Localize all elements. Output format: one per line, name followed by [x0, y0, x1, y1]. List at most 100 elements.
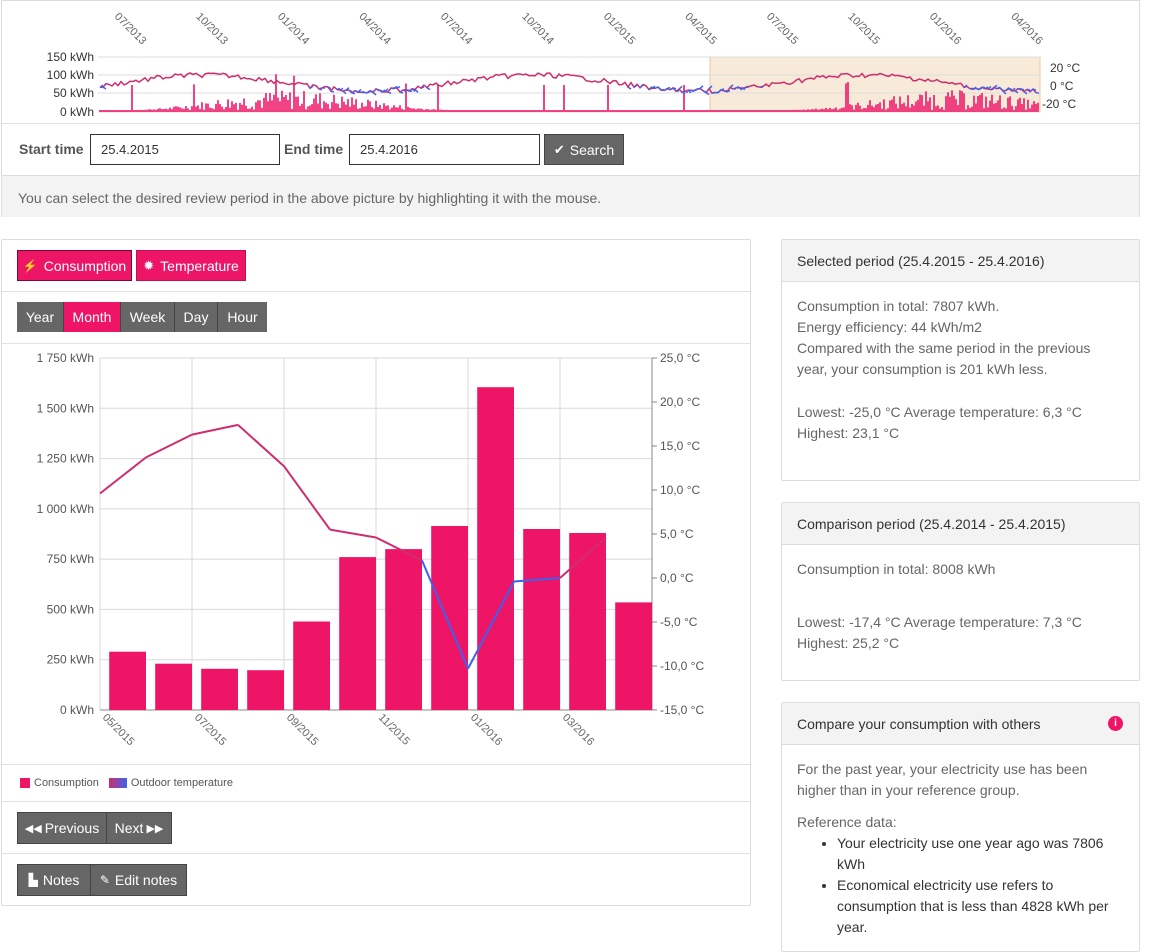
x-tick-label: 03/2016 — [560, 712, 597, 749]
overview-x-label: 07/2013 — [112, 11, 149, 48]
check-icon: ✔ — [554, 142, 565, 158]
overview-y-label: 50 kWh — [53, 86, 94, 100]
overview-x-label: 10/2014 — [519, 11, 556, 48]
resolution-month[interactable]: Month — [64, 302, 121, 332]
end-time-label: End time — [284, 141, 343, 157]
document-icon: ▙ — [29, 873, 38, 887]
temperature-toggle[interactable]: ✹ Temperature — [136, 250, 246, 281]
y-left-tick: 500 kWh — [47, 602, 94, 616]
notes-group: ▙ Notes ✎ Edit notes — [17, 864, 187, 896]
start-time-label: Start time — [19, 141, 84, 157]
overview-x-label: 10/2013 — [193, 11, 230, 48]
selected-comparison: Compared with the same period in the pre… — [797, 338, 1124, 380]
overview-x-label: 07/2015 — [764, 11, 801, 48]
resolution-day[interactable]: Day — [175, 302, 218, 332]
temperature-line-segment — [146, 435, 192, 458]
y-left-tick: 0 kWh — [60, 703, 94, 717]
next-button[interactable]: Next ▶▶ — [107, 813, 171, 843]
overview-x-label: 04/2016 — [1008, 11, 1045, 48]
search-button[interactable]: ✔ Search — [544, 134, 624, 165]
overview-panel: 150 kWh 100 kWh 50 kWh 0 kWh 20 °C 0 °C … — [1, 0, 1140, 217]
overview-y-label: 150 kWh — [47, 50, 94, 64]
temperature-line-segment — [100, 457, 146, 493]
comparison-total: Consumption in total: 8008 kWh — [797, 559, 1124, 580]
selected-period-title: Selected period (25.4.2015 - 25.4.2016) — [782, 240, 1139, 282]
comparison-temp-high: Highest: 25,2 °C — [797, 633, 1124, 654]
y-left-tick: 1 500 kWh — [37, 401, 94, 415]
resolution-selector: Year Month Week Day Hour — [17, 302, 267, 332]
edit-notes-label: Edit notes — [115, 872, 177, 888]
consumption-bar[interactable] — [201, 669, 238, 710]
bolt-icon: ⚡ — [23, 259, 38, 273]
consumption-bar[interactable] — [293, 622, 330, 711]
comparison-temp-low-avg: Lowest: -17,4 °C Average temperature: 7,… — [797, 612, 1124, 633]
reference-list: Your electricity use one year ago was 78… — [797, 833, 1124, 938]
consumption-bar[interactable] — [247, 670, 284, 710]
temperature-line-segment — [238, 425, 284, 466]
pager: ◀◀ Previous Next ▶▶ — [17, 812, 172, 844]
selected-total: Consumption in total: 7807 kWh. — [797, 296, 1124, 317]
start-time-input[interactable] — [90, 134, 280, 165]
overview-x-label: 04/2015 — [682, 11, 719, 48]
overview-chart[interactable]: 150 kWh 100 kWh 50 kWh 0 kWh 20 °C 0 °C … — [2, 1, 1139, 123]
comparison-period-title: Comparison period (25.4.2014 - 25.4.2015… — [782, 503, 1139, 545]
y-left-tick: 1 250 kWh — [37, 452, 94, 466]
x-tick-label: 09/2015 — [284, 712, 321, 749]
previous-label: Previous — [45, 820, 99, 836]
consumption-bar[interactable] — [385, 549, 422, 710]
x-tick-label: 07/2015 — [192, 712, 229, 749]
resolution-week[interactable]: Week — [121, 302, 175, 332]
edit-icon: ✎ — [100, 873, 110, 887]
sun-icon: ✹ — [143, 258, 154, 274]
chart-panel: ⚡ Consumption ✹ Temperature Year Month W… — [1, 239, 751, 906]
consumption-bar[interactable] — [569, 533, 606, 710]
y-right-tick: 5,0 °C — [660, 527, 694, 541]
previous-button[interactable]: ◀◀ Previous — [18, 813, 107, 843]
double-chevron-right-icon: ▶▶ — [146, 822, 163, 835]
consumption-bar[interactable] — [109, 652, 146, 710]
selected-period-panel: Selected period (25.4.2015 - 25.4.2016) … — [781, 239, 1140, 481]
consumption-bar[interactable] — [477, 387, 514, 710]
overview-temp-label: -20 °C — [1042, 97, 1076, 111]
resolution-year[interactable]: Year — [17, 302, 64, 332]
overview-y-label: 0 kWh — [60, 105, 94, 119]
y-right-tick: 0,0 °C — [660, 571, 694, 585]
overview-x-label: 10/2015 — [845, 11, 882, 48]
temperature-toggle-label: Temperature — [160, 258, 239, 274]
overview-x-label: 04/2014 — [356, 11, 393, 48]
consumption-bar[interactable] — [523, 529, 560, 710]
y-right-tick: -5,0 °C — [660, 615, 698, 629]
resolution-hour[interactable]: Hour — [218, 302, 267, 332]
y-left-tick: 750 kWh — [47, 552, 94, 566]
consumption-bar[interactable] — [155, 664, 192, 710]
end-time-input[interactable] — [349, 134, 540, 165]
x-tick-label: 05/2015 — [100, 712, 137, 749]
selected-temp-high: Highest: 23,1 °C — [797, 423, 1124, 444]
info-icon[interactable]: i — [1108, 716, 1123, 731]
x-tick-label: 01/2016 — [468, 712, 505, 749]
x-tick-label: 11/2015 — [376, 712, 412, 748]
edit-notes-button[interactable]: ✎ Edit notes — [91, 865, 186, 895]
reference-item: Economical electricity use refers to con… — [837, 875, 1124, 938]
legend-temperature-swatch — [109, 778, 127, 788]
legend-consumption-swatch — [20, 778, 30, 788]
y-right-tick: 10,0 °C — [660, 483, 700, 497]
consumption-bar[interactable] — [431, 526, 468, 710]
overview-x-label: 01/2014 — [275, 11, 312, 48]
y-right-tick: 20,0 °C — [660, 395, 700, 409]
overview-y-label: 100 kWh — [47, 68, 94, 82]
temperature-line-segment — [284, 466, 330, 529]
selected-efficiency: Energy efficiency: 44 kWh/m2 — [797, 317, 1124, 338]
y-right-tick: -15,0 °C — [660, 703, 704, 717]
notes-button[interactable]: ▙ Notes — [18, 865, 91, 895]
notes-label: Notes — [43, 872, 80, 888]
search-button-label: Search — [570, 142, 614, 158]
consumption-bar[interactable] — [615, 602, 652, 710]
overview-x-label: 01/2016 — [927, 11, 964, 48]
consumption-toggle[interactable]: ⚡ Consumption — [17, 250, 132, 281]
selection-hint: You can select the desired review period… — [2, 175, 1139, 217]
y-right-tick: 15,0 °C — [660, 439, 700, 453]
consumption-bar[interactable] — [339, 557, 376, 710]
compare-others-title: Compare your consumption with others — [797, 716, 1041, 732]
